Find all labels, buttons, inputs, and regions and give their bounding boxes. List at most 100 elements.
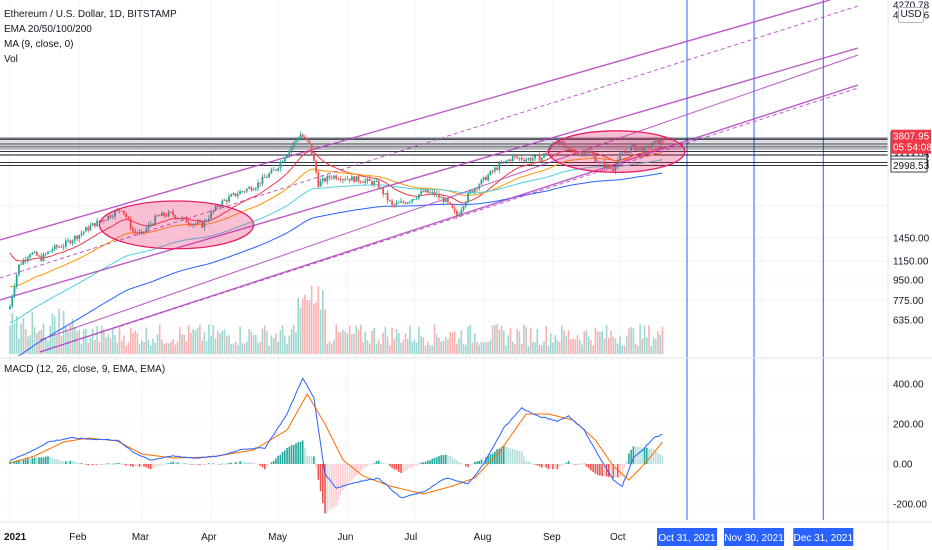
candle-body[interactable] [458,214,460,217]
highlight-ellipse[interactable] [98,200,255,250]
candle-body[interactable] [612,168,615,172]
candle-body[interactable] [228,196,230,202]
candle-body[interactable] [397,202,400,204]
candle-body[interactable] [239,191,242,195]
candle-body[interactable] [292,142,295,148]
candle-body[interactable] [357,176,360,182]
candle-body[interactable] [375,180,378,182]
candle-body[interactable] [154,215,157,224]
candle-body[interactable] [199,221,201,223]
candle-body[interactable] [603,162,606,168]
candle-body[interactable] [131,228,134,232]
candle-body[interactable] [404,202,407,204]
candle-body[interactable] [252,189,255,191]
candle-body[interactable] [462,206,465,210]
candle-body[interactable] [105,219,107,221]
candle-body[interactable] [152,223,154,225]
candle-body[interactable] [85,227,87,232]
candle-body[interactable] [299,134,302,139]
candle-body[interactable] [114,210,116,217]
candle-body[interactable] [657,139,659,145]
candle-body[interactable] [212,210,215,212]
candle-body[interactable] [614,167,617,172]
candle-body[interactable] [40,255,43,261]
candle-body[interactable] [281,161,284,163]
candle-body[interactable] [47,251,49,254]
candle-body[interactable] [527,158,530,160]
candle-body[interactable] [172,211,175,216]
candle-body[interactable] [402,201,405,203]
candle-body[interactable] [455,211,458,217]
candle-body[interactable] [435,193,438,196]
candle-body[interactable] [221,200,224,206]
candle-body[interactable] [89,225,92,231]
candle-body[interactable] [96,220,99,227]
volume-legend[interactable]: Vol [4,54,18,65]
candle-body[interactable] [531,158,534,161]
candle-body[interactable] [348,178,351,181]
candle-body[interactable] [9,306,11,310]
candle-body[interactable] [379,187,382,189]
candle-body[interactable] [460,209,463,215]
candle-body[interactable] [18,264,20,275]
candle-body[interactable] [433,191,436,196]
date-marker-badge[interactable] [657,528,717,546]
candle-body[interactable] [643,147,646,153]
candle-body[interactable] [471,190,474,193]
candle-body[interactable] [210,211,212,219]
candle-body[interactable] [69,240,72,244]
candle-body[interactable] [625,151,628,153]
candle-body[interactable] [540,157,543,161]
candle-body[interactable] [301,134,304,137]
macd-signal-line[interactable] [9,392,663,495]
candle-body[interactable] [424,189,427,192]
candle-body[interactable] [138,232,141,234]
channel-trendline[interactable] [0,5,859,279]
candle-body[interactable] [134,231,137,233]
candle-body[interactable] [73,236,76,241]
candle-body[interactable] [489,170,492,175]
candle-body[interactable] [145,228,148,233]
candle-body[interactable] [216,205,219,207]
candle-body[interactable] [634,144,637,151]
candle-body[interactable] [185,217,188,223]
candle-body[interactable] [324,178,326,182]
candle-body[interactable] [529,158,532,161]
channel-trendline[interactable] [39,54,859,341]
candle-body[interactable] [480,179,483,185]
candle-body[interactable] [549,145,552,150]
candle-body[interactable] [616,160,619,168]
candle-body[interactable] [469,190,472,194]
candle-body[interactable] [13,286,16,296]
candle-body[interactable] [576,153,579,156]
candle-body[interactable] [353,176,355,182]
candle-body[interactable] [123,210,125,214]
candle-body[interactable] [442,196,445,203]
candle-body[interactable] [590,150,592,154]
candle-body[interactable] [192,223,195,226]
candle-body[interactable] [107,215,110,220]
candle-body[interactable] [11,295,14,307]
candle-body[interactable] [333,175,335,178]
candle-body[interactable] [306,137,309,141]
candle-body[interactable] [98,220,101,222]
candle-body[interactable] [225,200,228,202]
candle-body[interactable] [31,252,34,255]
candle-body[interactable] [382,187,385,195]
candle-body[interactable] [288,150,291,156]
candle-body[interactable] [214,205,217,211]
candle-body[interactable] [15,274,18,287]
candle-body[interactable] [395,202,398,205]
candle-body[interactable] [203,220,206,228]
candle-body[interactable] [377,180,380,189]
candle-body[interactable] [505,160,507,162]
candle-body[interactable] [219,205,221,207]
candle-body[interactable] [516,156,519,158]
candle-body[interactable] [632,144,635,148]
candle-body[interactable] [295,140,297,143]
candle-body[interactable] [38,255,40,257]
candle-body[interactable] [91,223,94,226]
candle-body[interactable] [156,215,159,217]
highlight-ellipse[interactable] [547,130,686,174]
candle-body[interactable] [234,193,237,196]
